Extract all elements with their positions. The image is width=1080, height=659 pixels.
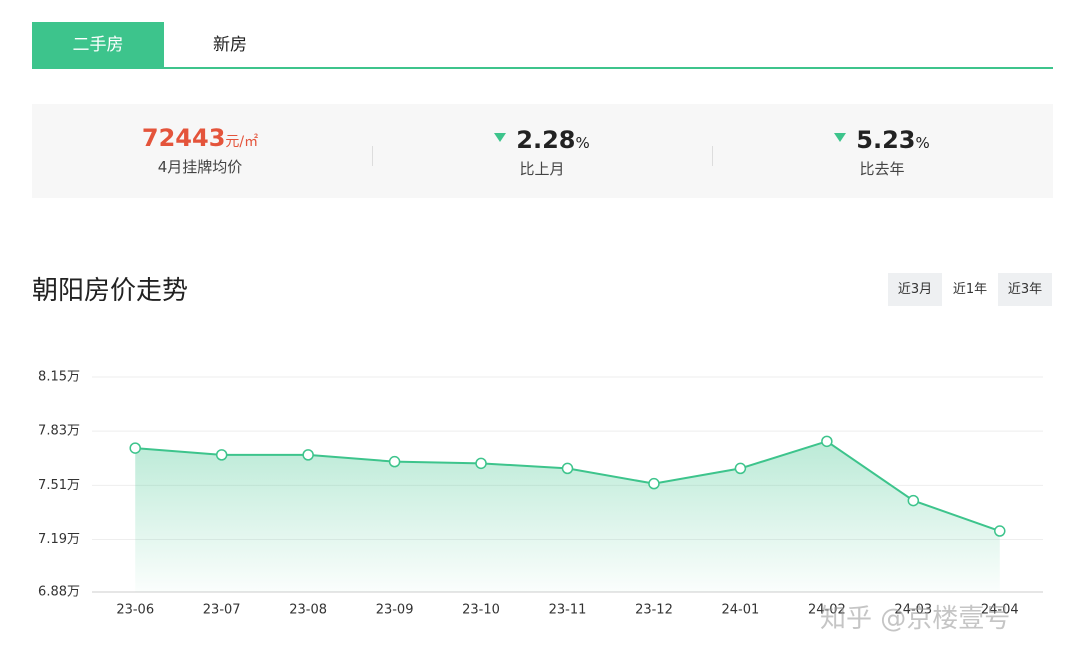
- x-tick-label: 23-08: [289, 603, 327, 618]
- range-button[interactable]: 近1年: [943, 273, 997, 306]
- x-tick-label: 23-10: [462, 603, 500, 618]
- range-button[interactable]: 近3年: [998, 273, 1052, 306]
- y-tick-label: 7.19万: [38, 532, 80, 547]
- point: [388, 455, 401, 468]
- divider: [372, 146, 373, 166]
- point: [129, 442, 141, 454]
- area: [135, 441, 1000, 592]
- y-tick-label: 7.83万: [38, 424, 80, 439]
- price-unit: 元/㎡: [225, 134, 259, 150]
- mom-label: 比上月: [519, 160, 565, 178]
- yoy-stat: 5.23% 比去年: [732, 126, 1032, 179]
- tab-underline: [32, 67, 1053, 69]
- point: [734, 462, 747, 475]
- point: [907, 494, 920, 507]
- range-button[interactable]: 近3月: [888, 273, 942, 306]
- y-tick-label: 8.15万: [38, 370, 80, 385]
- x-tick-label: 24-03: [894, 603, 932, 618]
- divider: [712, 146, 713, 166]
- mom-stat: 2.28% 比上月: [392, 126, 692, 179]
- point: [475, 457, 487, 470]
- summary-box: [32, 104, 1053, 198]
- yoy-unit: %: [915, 134, 930, 152]
- point: [994, 525, 1006, 537]
- yoy-value: 5.23: [856, 126, 916, 154]
- x-tick-label: 23-06: [116, 603, 154, 618]
- price-stat: 72443元/㎡ 4月挂牌均价: [50, 124, 350, 177]
- x-tick-label: 24-04: [981, 603, 1019, 618]
- mom-unit: %: [575, 134, 590, 152]
- x-tick-label: 23-11: [549, 603, 587, 618]
- x-tick-label: 23-07: [203, 603, 241, 618]
- point: [215, 449, 228, 461]
- down-icon: [834, 133, 847, 142]
- point: [561, 462, 574, 475]
- tab[interactable]: 新房: [213, 35, 247, 55]
- yoy-label: 比去年: [859, 160, 905, 178]
- tab[interactable]: 二手房: [32, 22, 164, 68]
- point: [302, 449, 314, 461]
- down-icon: [494, 133, 507, 142]
- price: 72443: [141, 124, 226, 152]
- x-tick-label: 23-09: [376, 603, 414, 618]
- x-tick-label: 24-02: [808, 603, 846, 618]
- section-title: 朝阳房价走势: [32, 276, 189, 306]
- price-label: 4月挂牌均价: [157, 158, 243, 176]
- watermark: 知乎 @京楼壹号: [820, 604, 1011, 634]
- point: [821, 435, 833, 448]
- mom-value: 2.28: [516, 126, 576, 154]
- y-tick-label: 6.88万: [38, 585, 80, 600]
- point: [648, 477, 660, 490]
- x-tick-label: 24-01: [722, 603, 760, 618]
- y-tick-label: 7.51万: [38, 478, 80, 493]
- x-tick-label: 23-12: [635, 603, 673, 618]
